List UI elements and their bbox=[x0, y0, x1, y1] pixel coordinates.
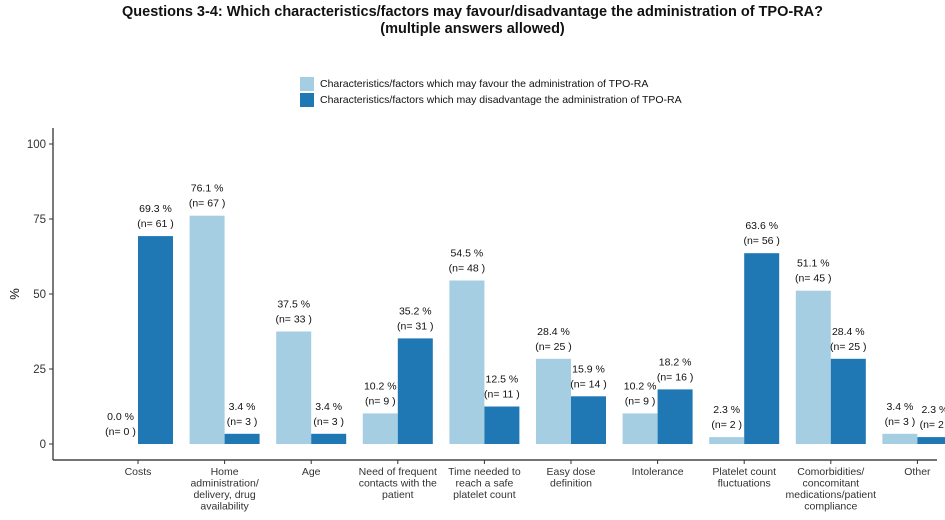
legend-item-disadvantage: Characteristics/factors which may disadv… bbox=[300, 92, 682, 108]
bar-count-label: (n= 3 ) bbox=[885, 416, 916, 428]
legend-swatch-disadvantage bbox=[300, 93, 314, 107]
bar-count-label: (n= 48 ) bbox=[449, 263, 485, 275]
bar-count-label: (n= 33 ) bbox=[275, 314, 311, 326]
bar-count-label: (n= 31 ) bbox=[397, 320, 433, 332]
bar-count-label: (n= 2 ) bbox=[920, 419, 945, 431]
bar-value-label: 15.9 % bbox=[572, 363, 605, 375]
bar-value-label: 12.5 % bbox=[486, 374, 519, 386]
x-tick-label: Other bbox=[904, 466, 931, 478]
bar-value-label: 2.3 % bbox=[713, 404, 740, 416]
bar-value-label: 28.4 % bbox=[537, 326, 570, 338]
bar-value-label: 10.2 % bbox=[364, 380, 397, 392]
bar-favour bbox=[189, 215, 225, 444]
legend: Characteristics/factors which may favour… bbox=[300, 76, 682, 108]
bar-favour bbox=[882, 433, 918, 444]
bar-disadvantage bbox=[397, 338, 433, 444]
legend-item-favour: Characteristics/factors which may favour… bbox=[300, 76, 682, 92]
y-tick-label: 100 bbox=[27, 139, 46, 151]
x-tick-label: administration/ bbox=[190, 478, 258, 490]
x-tick-label: Time needed to bbox=[448, 466, 521, 478]
bar-count-label: (n= 2 ) bbox=[711, 419, 742, 431]
x-tick-label: platelet count bbox=[453, 489, 516, 501]
x-tick-label: reach a safe bbox=[456, 478, 514, 490]
bar-count-label: (n= 9 ) bbox=[365, 395, 396, 407]
bar-disadvantage bbox=[224, 433, 260, 444]
y-tick-label: 25 bbox=[33, 364, 46, 376]
bar-count-label: (n= 25 ) bbox=[830, 341, 866, 353]
bar-favour bbox=[362, 413, 398, 444]
x-tick-label: delivery, drug bbox=[193, 489, 255, 501]
bar-value-label: 3.4 % bbox=[315, 401, 342, 413]
bar-favour bbox=[709, 437, 745, 444]
bar-count-label: (n= 25 ) bbox=[535, 341, 571, 353]
bar-count-label: (n= 0 ) bbox=[105, 426, 136, 438]
bar-disadvantage bbox=[657, 389, 693, 444]
bar-value-label: 54.5 % bbox=[451, 248, 484, 260]
bar-count-label: (n= 67 ) bbox=[189, 198, 225, 210]
bar-value-label: 3.4 % bbox=[229, 401, 256, 413]
x-tick-label: definition bbox=[550, 478, 592, 490]
bar-value-label: 69.3 % bbox=[139, 203, 172, 215]
bar-count-label: (n= 14 ) bbox=[570, 378, 606, 390]
x-tick-label: patient bbox=[382, 489, 414, 501]
bar-disadvantage bbox=[571, 396, 606, 444]
x-tick-label: Platelet count bbox=[712, 466, 776, 478]
x-tick-label: fluctuations bbox=[718, 478, 771, 490]
bar-count-label: (n= 45 ) bbox=[795, 273, 831, 285]
x-tick-label: contacts with the bbox=[359, 478, 437, 490]
bar-value-label: 63.6 % bbox=[745, 220, 778, 232]
x-tick-label: medications/patient bbox=[786, 489, 877, 501]
bar-disadvantage bbox=[830, 358, 866, 444]
y-tick-label: 0 bbox=[40, 439, 46, 451]
chart-title-line-1: Questions 3-4: Which characteristics/fac… bbox=[122, 4, 823, 20]
bar-value-label: 0.0 % bbox=[107, 411, 134, 423]
x-tick-label: Costs bbox=[125, 466, 152, 478]
legend-label-favour: Characteristics/factors which may favour… bbox=[320, 78, 649, 90]
legend-swatch-favour bbox=[300, 77, 314, 91]
bar-value-label: 3.4 % bbox=[886, 401, 913, 413]
bar-value-label: 10.2 % bbox=[624, 380, 657, 392]
x-tick-label: Intolerance bbox=[632, 466, 684, 478]
bar-favour bbox=[536, 358, 571, 444]
x-tick-label: Comorbidities/ bbox=[797, 466, 864, 478]
y-axis-title: % bbox=[7, 288, 22, 300]
bar-value-label: 37.5 % bbox=[277, 299, 310, 311]
bar-disadvantage bbox=[138, 236, 173, 444]
bar-disadvantage bbox=[484, 406, 520, 444]
bar-disadvantage bbox=[744, 253, 780, 444]
bar-count-label: (n= 56 ) bbox=[743, 235, 779, 247]
x-tick-label: compliance bbox=[804, 501, 857, 513]
bar-count-label: (n= 9 ) bbox=[625, 395, 656, 407]
x-tick-label: Easy dose bbox=[546, 466, 595, 478]
legend-label-disadvantage: Characteristics/factors which may disadv… bbox=[320, 94, 682, 106]
bar-favour bbox=[795, 290, 831, 444]
bar-count-label: (n= 16 ) bbox=[657, 371, 693, 383]
bar-favour bbox=[276, 331, 312, 444]
chart-title: Questions 3-4: Which characteristics/fac… bbox=[0, 4, 945, 38]
bar-count-label: (n= 61 ) bbox=[137, 218, 173, 230]
x-tick-label: availability bbox=[200, 501, 249, 513]
bar-count-label: (n= 11 ) bbox=[484, 389, 520, 401]
chart-title-line-2: (multiple answers allowed) bbox=[380, 21, 565, 37]
bar-value-label: 35.2 % bbox=[399, 305, 432, 317]
x-tick-label: concomitant bbox=[802, 478, 859, 490]
bar-value-label: 28.4 % bbox=[832, 326, 865, 338]
x-tick-label: Need of frequent bbox=[359, 466, 437, 478]
bar-disadvantage bbox=[311, 433, 347, 444]
bar-value-label: 51.1 % bbox=[797, 258, 830, 270]
y-tick-label: 50 bbox=[33, 289, 46, 301]
bar-value-label: 2.3 % bbox=[921, 404, 945, 416]
x-tick-label: Age bbox=[302, 466, 321, 478]
x-tick-label: Home bbox=[211, 466, 239, 478]
bar-favour bbox=[622, 413, 658, 444]
bar-favour bbox=[449, 280, 485, 444]
bar-value-label: 76.1 % bbox=[191, 183, 224, 195]
y-tick-label: 75 bbox=[33, 214, 46, 226]
bar-value-label: 18.2 % bbox=[659, 356, 692, 368]
bar-disadvantage bbox=[917, 437, 945, 444]
bar-count-label: (n= 3 ) bbox=[313, 416, 344, 428]
bar-count-label: (n= 3 ) bbox=[227, 416, 258, 428]
